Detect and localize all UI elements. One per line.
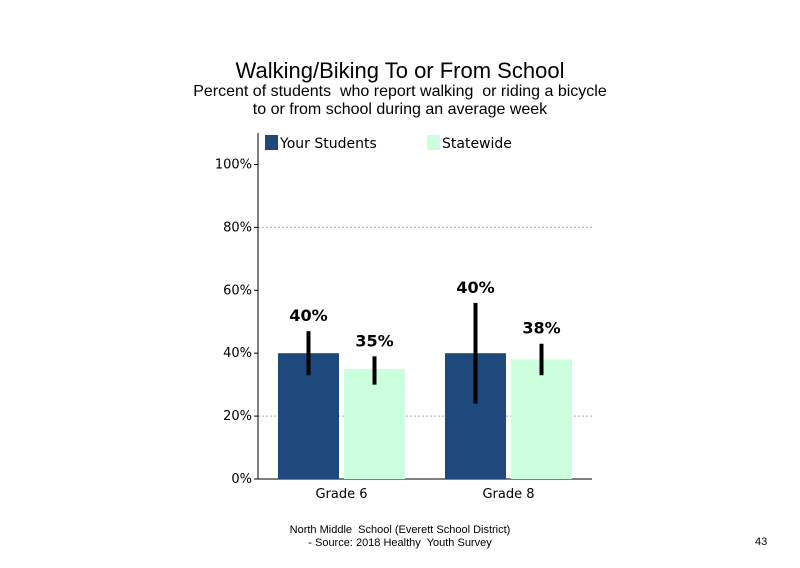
chart-title: Walking/Biking To or From School: [235, 58, 565, 83]
data-label: 40%: [289, 306, 327, 325]
x-tick-label: Grade 8: [482, 487, 534, 502]
footer-line-1: North Middle School (Everett School Dist…: [289, 524, 511, 536]
subtitle-line-1: Percent of students who report walking o…: [193, 83, 607, 100]
footer-source: North Middle School (Everett School Dist…: [0, 524, 800, 550]
y-tick-label: 60%: [223, 283, 252, 298]
y-tick-label: 100%: [215, 157, 252, 172]
data-label: 35%: [355, 331, 393, 350]
y-tick-label: 40%: [223, 346, 252, 361]
bar-statewide: [511, 359, 572, 479]
chart-subtitle: Percent of students who report walking o…: [0, 83, 800, 119]
subtitle-line-2: to or from school during an average week: [252, 101, 548, 118]
x-tick-label: Grade 6: [315, 487, 367, 502]
data-label: 40%: [456, 278, 494, 297]
legend-swatch-statewide: [427, 135, 440, 150]
bar-statewide: [344, 368, 405, 479]
footer-line-2: - Source: 2018 Healthy Youth Survey: [308, 537, 492, 549]
legend-swatch-your-students: [265, 135, 278, 150]
legend-label: Statewide: [442, 136, 512, 152]
y-tick-label: 20%: [223, 409, 252, 424]
data-label: 38%: [522, 319, 560, 338]
legend-label: Your Students: [279, 136, 377, 152]
page-number: 43: [755, 536, 768, 548]
y-tick-label: 80%: [223, 220, 252, 235]
y-tick-label: 0%: [231, 472, 252, 487]
